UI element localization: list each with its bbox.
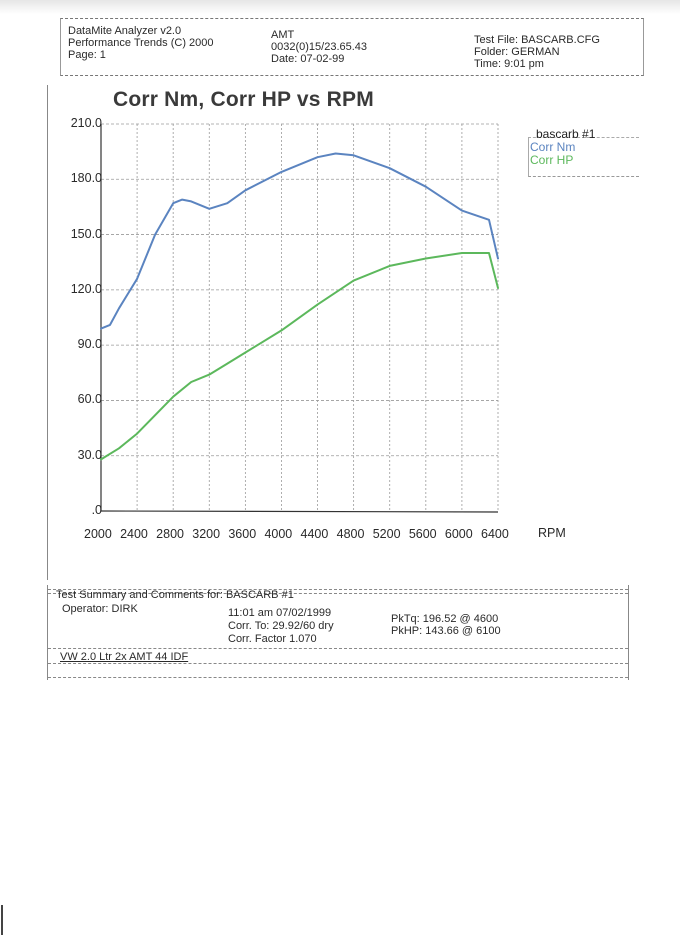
header-app-info: DataMite Analyzer v2.0 Performance Trend… [68, 25, 214, 61]
x-tick-label: 3200 [192, 527, 221, 541]
chart-lines [100, 152, 499, 461]
operator: Operator: DIRK [62, 603, 138, 615]
chart-legend: bascarb #1 Corr Nm Corr HP [528, 127, 639, 177]
x-tick-label: 2000 [84, 527, 112, 541]
x-tick-label: 6400 [481, 527, 509, 541]
engine-code: 0032(0)15/23.65.43 [271, 41, 368, 53]
x-tick-label: 3600 [228, 527, 257, 541]
x-tick-label: 4000 [264, 527, 293, 541]
vendor-copyright: Performance Trends (C) 2000 [68, 37, 214, 49]
series-line-corr-nm [100, 152, 499, 330]
chart-grid [101, 123, 499, 511]
correction-standard: Corr. To: 29.92/60 dry [228, 620, 334, 632]
scan-edge-mark [1, 905, 3, 935]
report-header: DataMite Analyzer v2.0 Performance Trend… [60, 18, 644, 76]
test-summary: Test Summary and Comments for: BASCARB #… [47, 585, 629, 680]
peak-hp: PkHP: 143.66 @ 6100 [391, 625, 501, 637]
legend-item-corr-nm: Corr Nm [530, 140, 576, 154]
y-tick-label: 120.0 [70, 281, 102, 296]
y-tick-label: 210.0 [70, 116, 102, 130]
header-engine-info: AMT 0032(0)15/23.65.43 Date: 07-02-99 [271, 29, 367, 65]
peak-torque: PkTq: 196.52 @ 4600 [391, 613, 499, 625]
legend-title: bascarb #1 [536, 127, 596, 141]
divider [48, 677, 628, 678]
x-tick-label: 2400 [120, 527, 148, 541]
engine-comment: VW 2.0 Ltr 2x AMT 44 IDF [60, 651, 189, 663]
summary-heading: Test Summary and Comments for: BASCARB #… [56, 589, 294, 601]
scan-shadow [0, 0, 680, 14]
series-line-corr-hp [100, 252, 499, 461]
correction-factor: Corr. Factor 1.070 [228, 633, 317, 645]
divider [48, 663, 628, 664]
chart-title: Corr Nm, Corr HP vs RPM [113, 88, 374, 111]
report-date: Date: 07-02-99 [271, 53, 345, 65]
divider [48, 648, 628, 649]
page-number: Page: 1 [68, 49, 106, 61]
test-timestamp: 11:01 am 07/02/1999 [228, 607, 332, 619]
page-frame-line [47, 85, 48, 580]
divider [48, 593, 628, 594]
engine-name: AMT [271, 29, 295, 41]
report-time: Time: 9:01 pm [474, 58, 544, 70]
divider [48, 589, 628, 590]
folder: Folder: GERMAN [474, 46, 560, 58]
legend-item-corr-hp: Corr HP [530, 153, 574, 167]
x-tick-label: 4400 [300, 527, 329, 541]
x-tick-label: 5200 [372, 527, 401, 541]
header-file-info: Test File: BASCARB.CFG Folder: GERMAN Ti… [474, 34, 600, 70]
x-tick-label: 5600 [408, 527, 437, 541]
x-tick-label: 6000 [444, 527, 473, 541]
x-axis-label: RPM [538, 526, 566, 540]
legend-box [528, 137, 639, 177]
y-tick-label: 90.0 [77, 337, 102, 352]
test-file: Test File: BASCARB.CFG [474, 34, 600, 46]
y-tick-label: .0 [91, 503, 102, 517]
app-name: DataMite Analyzer v2.0 [68, 25, 182, 37]
chart-plot-area [100, 123, 499, 513]
x-tick-label: 4800 [336, 527, 365, 541]
y-tick-label: 60.0 [77, 392, 102, 407]
x-tick-label: 2800 [156, 527, 184, 541]
y-tick-label: 180.0 [70, 171, 102, 186]
y-tick-label: 150.0 [70, 226, 102, 241]
chart-axes [100, 124, 499, 513]
y-tick-label: 30.0 [77, 447, 102, 462]
